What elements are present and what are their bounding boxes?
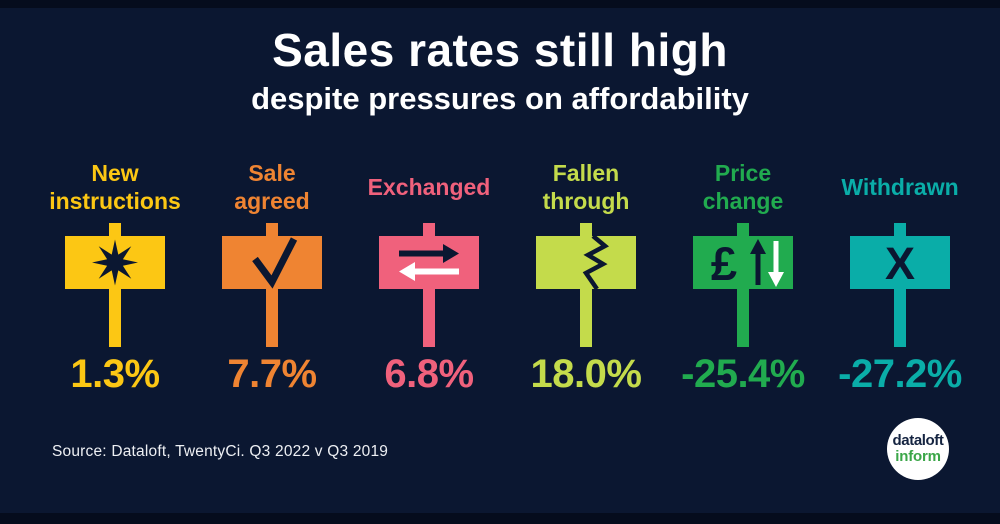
stat-label-line: Fallen — [552, 160, 620, 187]
stat-column-fallen-through: Fallen through 18.0% — [511, 157, 661, 397]
dataloft-inform-logo: dataloft inform — [887, 418, 949, 480]
stat-label-line: Withdrawn — [841, 174, 959, 201]
page-title: Sales rates still high — [272, 24, 728, 76]
stat-label-line: agreed — [234, 187, 310, 214]
stat-value: -27.2% — [838, 351, 962, 396]
page-subtitle: despite pressures on affordability — [251, 81, 749, 117]
stat-column-new-instructions: New instructions 1.3% — [40, 157, 190, 397]
stat-label: Exchanged — [368, 157, 491, 219]
stat-label: Price change — [703, 157, 784, 219]
starburst-icon — [92, 239, 138, 286]
pound-sterling-arrows-icon: £ — [711, 237, 784, 290]
bottom-edge-band — [0, 513, 1000, 524]
signpost-withdrawn: X — [850, 222, 950, 347]
stat-label-line: Exchanged — [367, 174, 491, 201]
stat-value: 18.0% — [530, 351, 642, 396]
pound-sterling-icon: £ — [711, 237, 737, 290]
signpost-panel — [379, 235, 479, 289]
signpost-panel — [536, 235, 636, 289]
arrow-left-icon — [399, 261, 459, 281]
stat-label-line: through — [542, 187, 630, 214]
top-edge-band — [0, 0, 1000, 8]
stat-column-sale-agreed: Sale agreed 7.7% — [197, 157, 347, 397]
stat-value: 7.7% — [227, 351, 317, 396]
stat-value: 1.3% — [70, 351, 160, 396]
stat-label-line: instructions — [49, 187, 181, 214]
stat-label-line: Sale — [248, 160, 296, 187]
cross-icon: X — [885, 238, 915, 289]
signpost-exchanged — [379, 222, 479, 347]
exchange-arrows-icon — [399, 243, 459, 281]
signpost-sale-agreed — [222, 222, 322, 347]
stat-label: Fallen through — [543, 157, 630, 219]
stat-label: New instructions — [49, 157, 181, 219]
stat-column-withdrawn: Withdrawn X -27.2% — [825, 157, 975, 397]
logo-text-inform: inform — [895, 448, 941, 465]
stat-column-exchanged: Exchanged 6.8% — [354, 157, 504, 397]
signpost-new-instructions — [65, 222, 165, 347]
logo-text-dataloft: dataloft — [892, 432, 944, 450]
stat-label-line: Price — [714, 160, 772, 187]
source-attribution: Source: Dataloft, TwentyCi. Q3 2022 v Q3… — [52, 443, 389, 460]
stat-label-line: change — [702, 187, 784, 214]
stat-value: 6.8% — [384, 351, 474, 396]
stat-label: Sale agreed — [234, 157, 309, 219]
stat-column-price-change: Price change £ -25.4% — [668, 157, 818, 397]
stat-label: Withdrawn — [841, 157, 958, 219]
arrow-up-icon — [750, 238, 766, 285]
stat-label-line: New — [91, 160, 139, 187]
stat-value: -25.4% — [681, 351, 805, 396]
header: Sales rates still high despite pressures… — [0, 0, 1000, 116]
arrow-down-icon — [768, 240, 784, 287]
checkmark-icon — [252, 237, 298, 289]
crack-icon — [582, 234, 610, 291]
signpost-fallen-through — [536, 222, 636, 347]
signpost-panel — [850, 235, 950, 289]
signpost-price-change: £ — [693, 222, 793, 347]
arrow-right-icon — [399, 243, 459, 263]
stats-row: New instructions 1.3% Sale agreed 7.7% E… — [0, 157, 1000, 397]
